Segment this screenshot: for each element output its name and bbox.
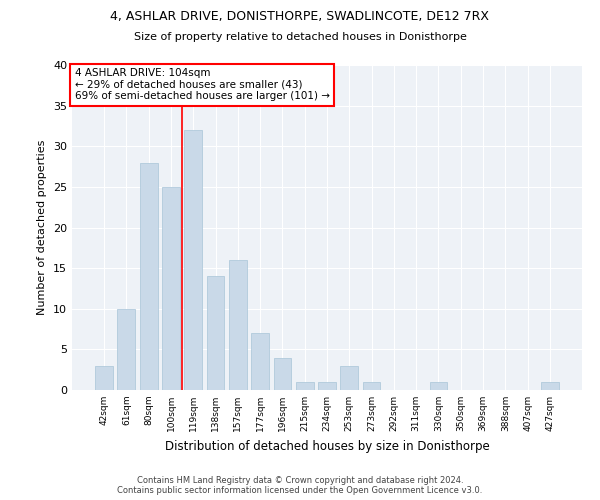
Bar [296,382,314,390]
Bar [274,358,292,390]
Bar [362,382,380,390]
Bar [318,382,336,390]
Bar [162,187,180,390]
X-axis label: Distribution of detached houses by size in Donisthorpe: Distribution of detached houses by size … [164,440,490,452]
Bar [430,382,448,390]
Text: 4 ASHLAR DRIVE: 104sqm
← 29% of detached houses are smaller (43)
69% of semi-det: 4 ASHLAR DRIVE: 104sqm ← 29% of detached… [74,68,329,102]
Bar [140,162,158,390]
Bar [541,382,559,390]
Bar [118,308,136,390]
Bar [184,130,202,390]
Bar [206,276,224,390]
Bar [251,333,269,390]
Text: Contains HM Land Registry data © Crown copyright and database right 2024.
Contai: Contains HM Land Registry data © Crown c… [118,476,482,495]
Text: Size of property relative to detached houses in Donisthorpe: Size of property relative to detached ho… [134,32,466,42]
Text: 4, ASHLAR DRIVE, DONISTHORPE, SWADLINCOTE, DE12 7RX: 4, ASHLAR DRIVE, DONISTHORPE, SWADLINCOT… [110,10,490,23]
Bar [95,366,113,390]
Bar [340,366,358,390]
Bar [229,260,247,390]
Y-axis label: Number of detached properties: Number of detached properties [37,140,47,315]
